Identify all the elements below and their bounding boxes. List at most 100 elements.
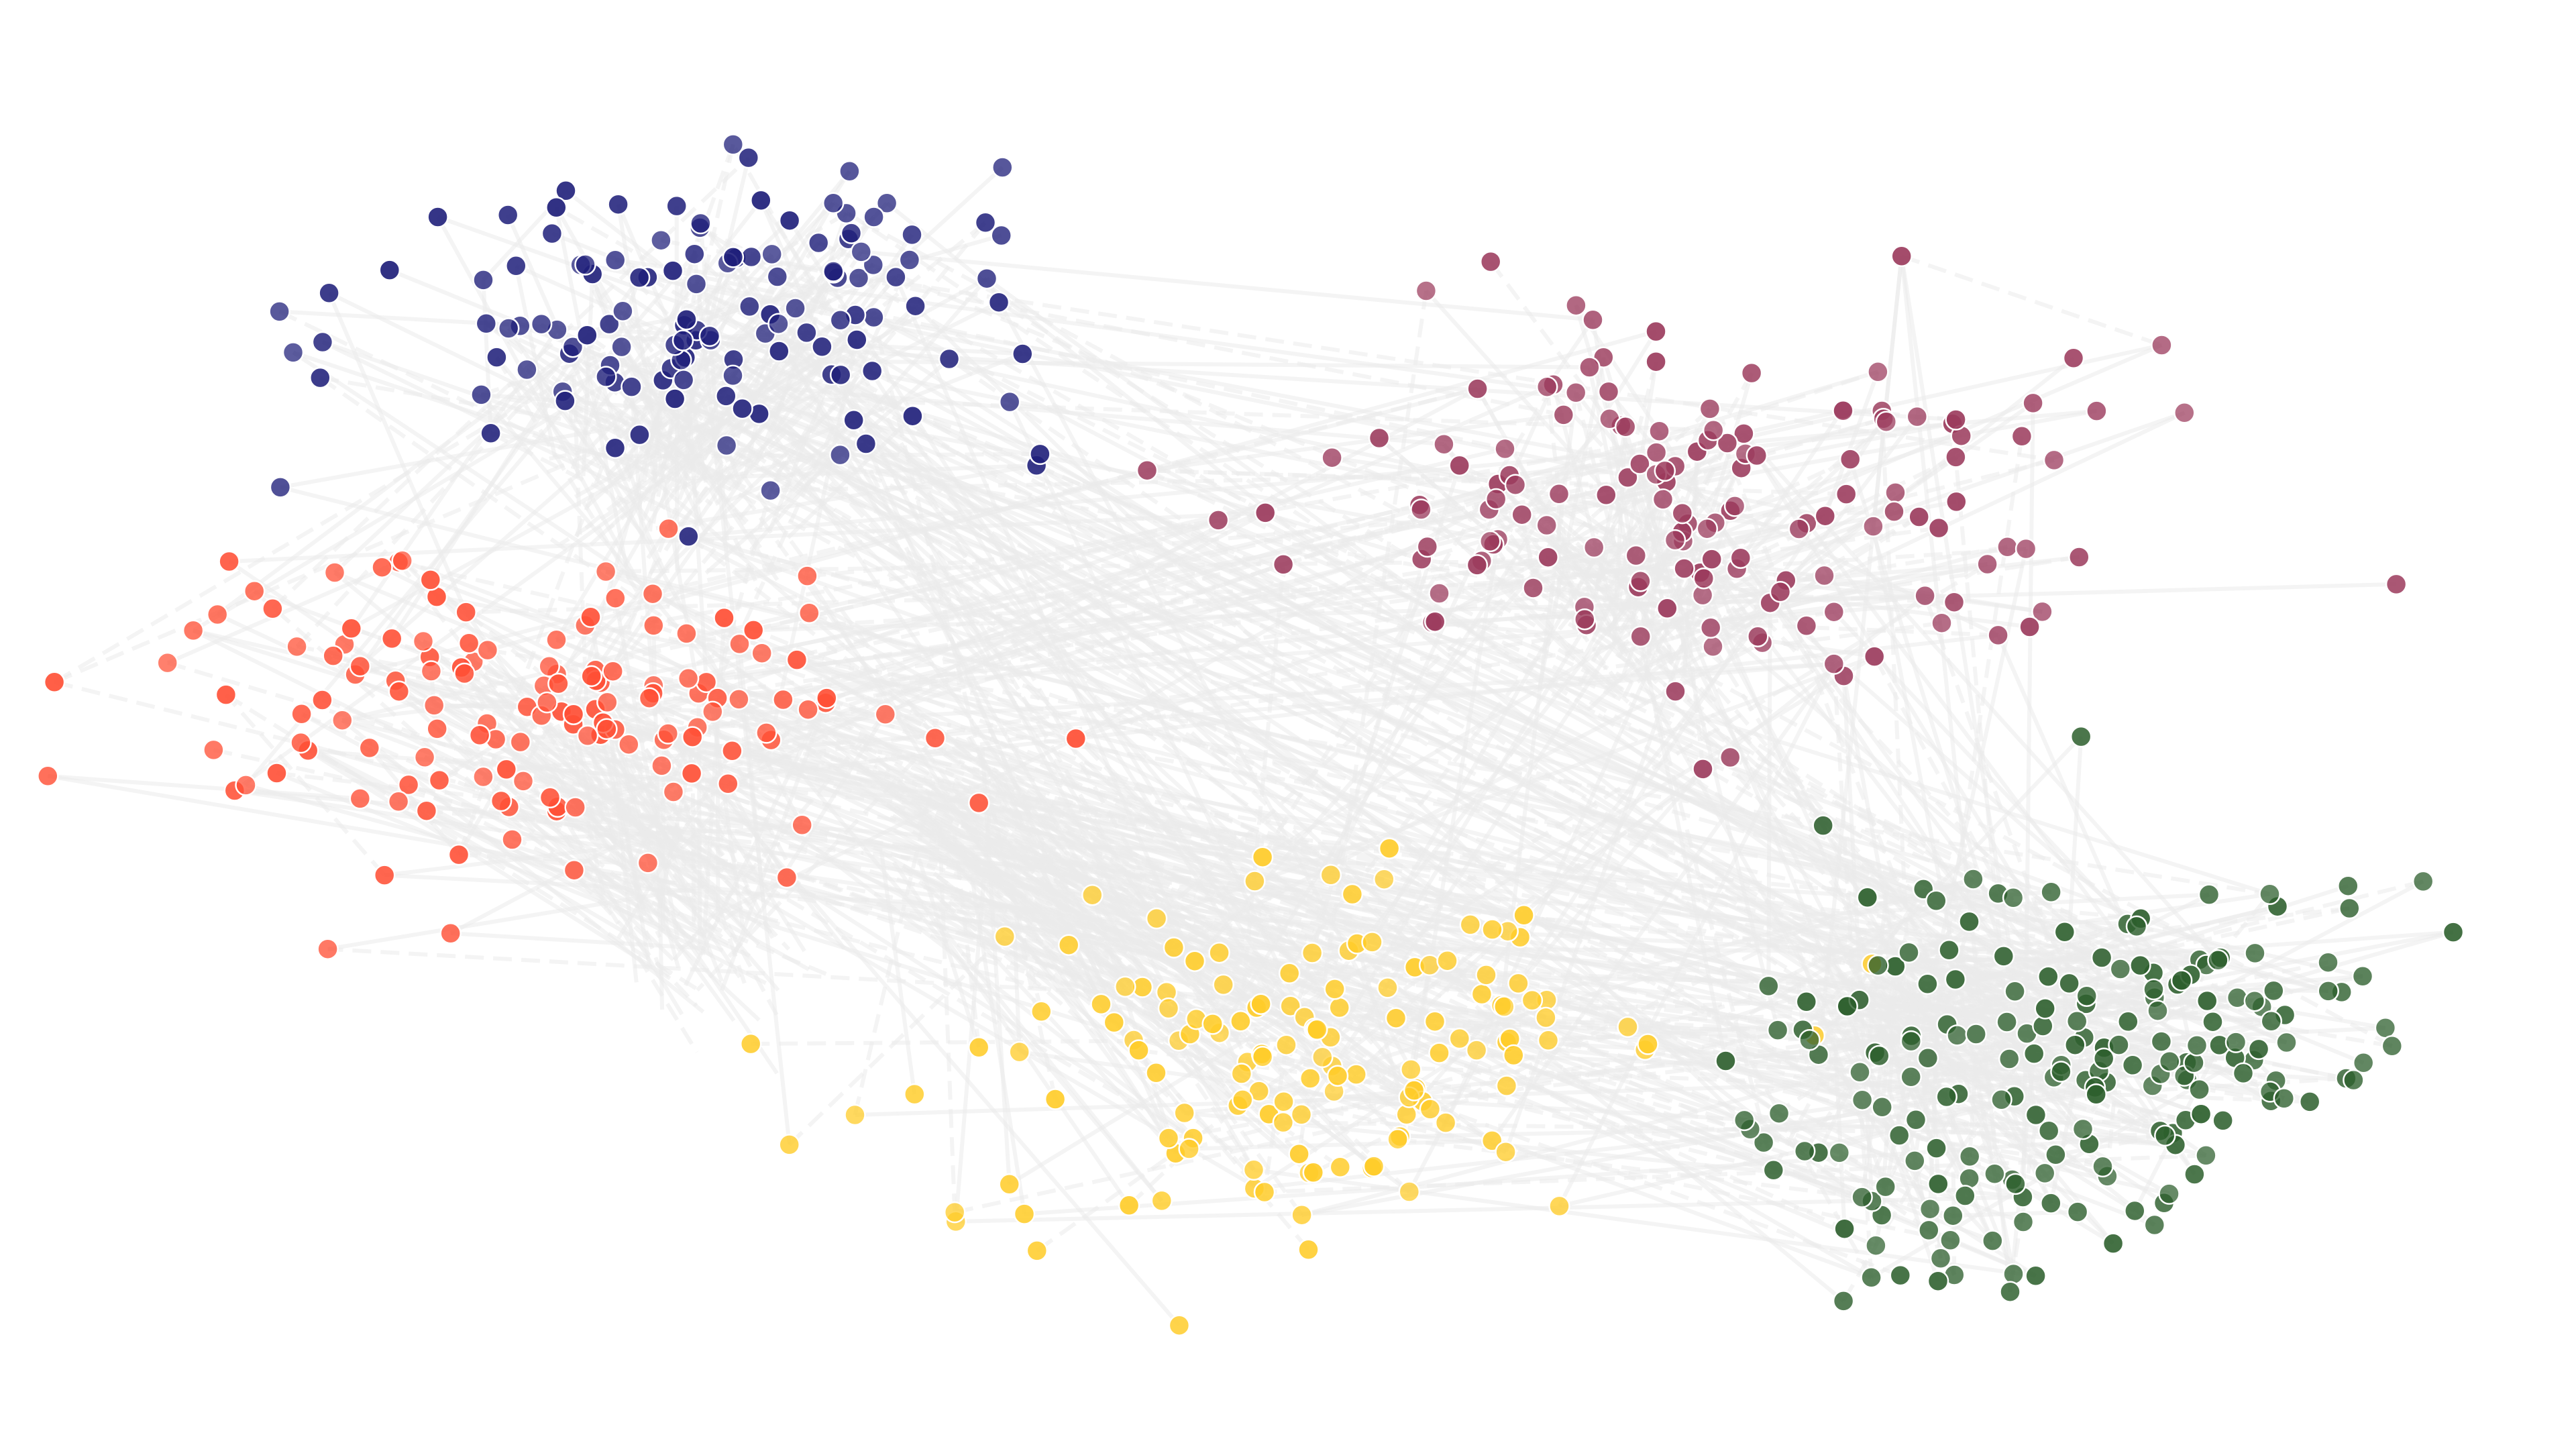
graph-node: [822, 260, 845, 282]
graph-node: [1795, 614, 1818, 637]
graph-node: [268, 301, 290, 323]
graph-node: [1740, 362, 1763, 384]
graph-node: [1645, 441, 1668, 464]
graph-node: [595, 366, 617, 388]
graph-edge: [998, 301, 2198, 1047]
graph-node: [967, 792, 990, 814]
graph-node: [235, 774, 257, 796]
graph-node: [472, 765, 494, 788]
graph-node: [678, 525, 700, 547]
graph-node: [1385, 1007, 1407, 1029]
graph-node: [1485, 488, 1507, 511]
graph-node: [739, 1032, 762, 1055]
graph-node: [43, 671, 66, 694]
graph-node: [1424, 1010, 1446, 1032]
graph-node: [1008, 1040, 1030, 1063]
graph-node: [846, 329, 868, 351]
graph-node: [423, 694, 445, 716]
graph-node: [967, 1036, 990, 1059]
graph-edge: [48, 773, 361, 801]
graph-node: [2442, 921, 2465, 943]
graph-edge: [706, 680, 1848, 1008]
graph-node: [1904, 1109, 1927, 1131]
graph-node: [564, 796, 586, 818]
graph-node: [2343, 1069, 2365, 1091]
graph-edge: [845, 211, 2394, 1048]
graph-edge: [1689, 411, 2186, 586]
graph-node: [2412, 870, 2434, 893]
graph-node: [1479, 530, 1501, 553]
graph-node: [349, 788, 372, 810]
graph-edge: [1814, 939, 1862, 1002]
graph-node: [1428, 582, 1450, 604]
graph-edge: [688, 534, 2171, 1064]
graph-node: [218, 550, 240, 573]
graph-node: [317, 938, 339, 960]
graph-node: [1272, 1111, 1295, 1134]
graph-node: [1448, 454, 1470, 477]
graph-edge: [732, 358, 1948, 1099]
graph-node: [2025, 1104, 2047, 1126]
graph-node: [1833, 1218, 1856, 1240]
graph-node: [1253, 1181, 1276, 1203]
graph-node: [690, 212, 712, 235]
graph-node: [2273, 1087, 2296, 1110]
graph-node: [1254, 502, 1277, 524]
graph-node: [1328, 996, 1350, 1019]
graph-node: [2337, 875, 2359, 897]
graph-edge: [1389, 846, 1910, 955]
graph-edge: [647, 697, 747, 985]
graph-node: [1823, 653, 1845, 675]
graph-node: [1927, 517, 1950, 539]
graph-edge: [777, 322, 2088, 998]
graph-node: [412, 630, 435, 653]
graph-node: [2263, 979, 2285, 1002]
graph-node: [1168, 1314, 1191, 1336]
graph-node: [1232, 1089, 1254, 1111]
graph-node: [269, 476, 292, 498]
graph-node: [1279, 995, 1301, 1017]
graph-edge: [629, 215, 875, 461]
graph-node: [349, 655, 372, 678]
graph-edge: [327, 884, 706, 951]
graph-edge: [1332, 455, 1516, 487]
graph-node: [555, 180, 577, 202]
graph-node: [729, 633, 751, 655]
graph-node: [243, 580, 266, 602]
graph-node: [685, 273, 708, 295]
graph-edge: [1420, 343, 2163, 512]
graph-node: [1320, 864, 1342, 886]
graph-node: [1387, 1128, 1409, 1150]
graph-node: [1273, 1090, 1295, 1113]
graph-node: [286, 635, 308, 658]
graph-node: [847, 267, 870, 289]
graph-node: [1958, 1145, 1981, 1168]
graph-node: [798, 602, 820, 625]
graph-node: [778, 209, 801, 231]
graph-node: [1044, 1088, 1067, 1110]
graph-edge: [1711, 645, 1870, 899]
graph-edge: [705, 680, 1840, 1155]
graph-node: [680, 762, 703, 785]
graph-node: [1814, 504, 1837, 527]
graph-node: [863, 306, 885, 329]
graph-node: [1890, 245, 1913, 268]
graph-node: [505, 255, 527, 277]
graph-node: [650, 229, 672, 252]
graph-node: [1150, 1189, 1173, 1212]
graph-node: [1716, 432, 1739, 454]
graph-edge: [706, 529, 1683, 684]
graph-node: [1565, 294, 1587, 317]
graph-node: [1919, 1197, 1941, 1220]
graph-node: [750, 189, 772, 211]
graph-node: [1361, 931, 1383, 953]
graph-node: [1536, 376, 1558, 398]
graph-node: [541, 222, 564, 245]
graph-node: [576, 324, 598, 346]
graph-node: [1884, 482, 1907, 504]
graph-node: [1746, 444, 1768, 467]
graph-node: [468, 724, 491, 747]
graph-node: [1403, 1079, 1426, 1102]
graph-node: [1251, 846, 1274, 868]
graph-node: [715, 385, 737, 407]
